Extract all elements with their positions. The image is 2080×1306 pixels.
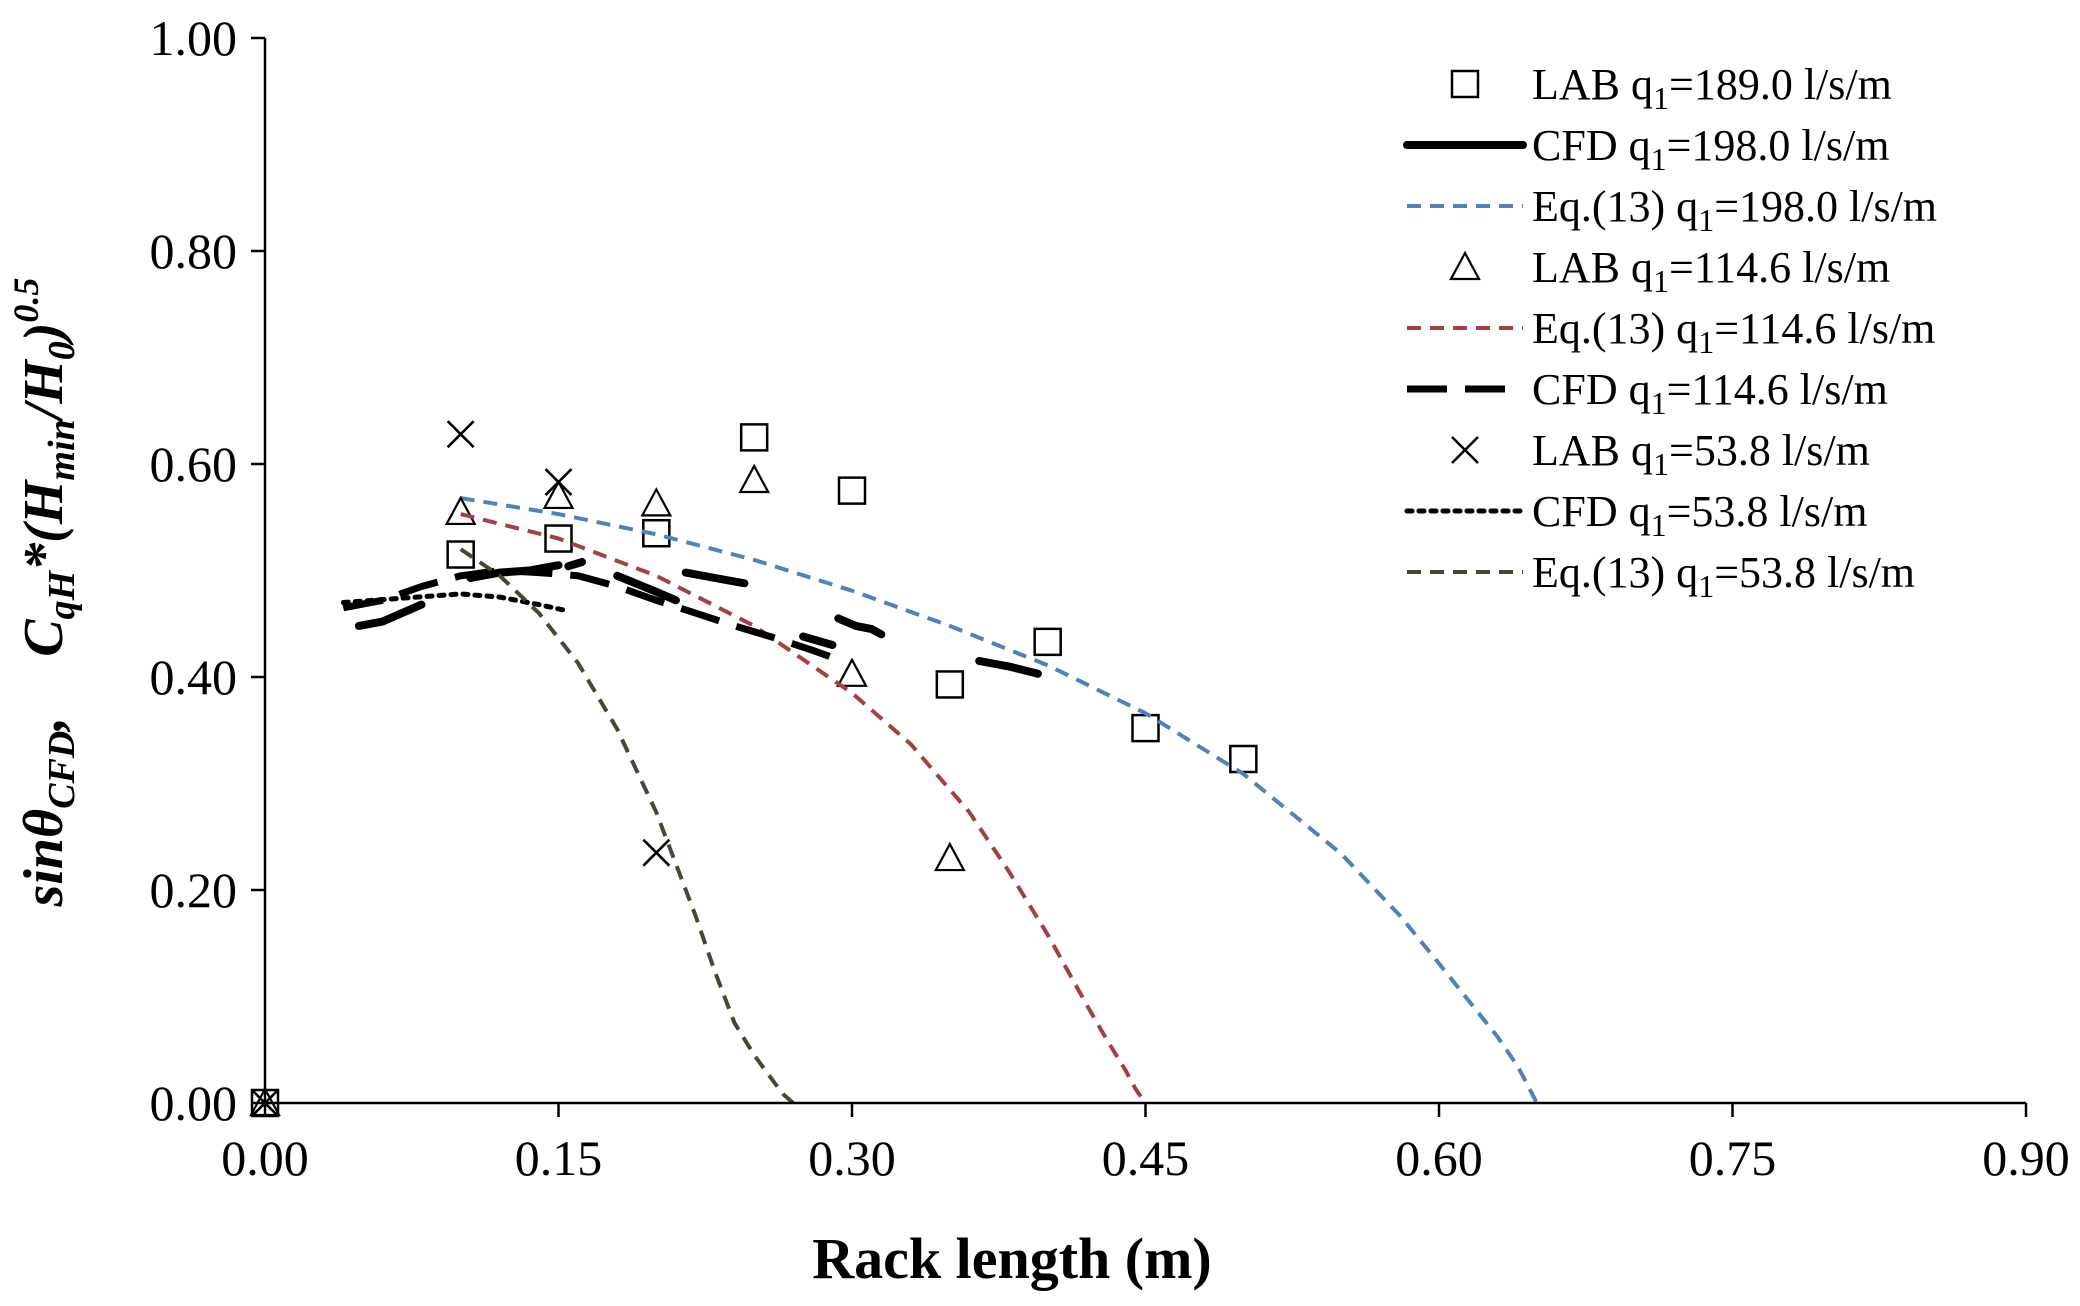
y-tick-label: 0.60 xyxy=(150,436,238,492)
triangle-data-point xyxy=(444,495,477,526)
x-axis-title: Rack length (m) xyxy=(812,1226,1212,1291)
triangle-data-point xyxy=(738,463,771,494)
y-axis-title: sinθCFD,CqH*(Hmin/H0)0.5 xyxy=(6,278,83,908)
x-tick-label: 0.45 xyxy=(1102,1130,1190,1186)
legend-label: LAB q1=114.6 l/s/m xyxy=(1532,243,1890,299)
legend-label: LAB q1=53.8 l/s/m xyxy=(1532,426,1870,482)
legend-triangle-marker xyxy=(1449,250,1481,281)
series-1 xyxy=(354,558,1042,678)
legend-label: LAB q1=189.0 l/s/m xyxy=(1532,60,1892,116)
x-tick-label: 0.90 xyxy=(1982,1130,2070,1186)
x-tick-label: 0.15 xyxy=(515,1130,603,1186)
series-line-segment xyxy=(975,657,1042,678)
legend-entry: CFD q1=198.0 l/s/m xyxy=(1403,121,1889,177)
y-tick-label: 1.00 xyxy=(150,10,238,66)
equation-curve xyxy=(460,512,1148,1105)
legend-label: Eq.(13) q1=114.6 l/s/m xyxy=(1532,304,1935,360)
series-line-segment xyxy=(799,632,837,649)
legend-label: CFD q1=198.0 l/s/m xyxy=(1532,121,1889,177)
square-data-point xyxy=(935,670,965,699)
square-data-point xyxy=(446,540,475,569)
square-data-point xyxy=(1033,627,1062,657)
series-line-segment xyxy=(354,600,426,630)
plot-area xyxy=(249,420,1539,1118)
legend-label: CFD q1=114.6 l/s/m xyxy=(1532,365,1888,421)
legend-entry: Eq.(13) q1=53.8 l/s/m xyxy=(1407,548,1915,604)
triangle-data-point xyxy=(836,657,868,687)
series-line xyxy=(340,591,571,614)
legend-entry: LAB q1=189.0 l/s/m xyxy=(1450,60,1892,116)
legend-entry: LAB q1=114.6 l/s/m xyxy=(1449,243,1890,299)
square-data-point xyxy=(837,476,867,505)
y-tick-label: 0.20 xyxy=(150,862,238,918)
square-data-point xyxy=(1131,713,1160,743)
legend-entry: Eq.(13) q1=198.0 l/s/m xyxy=(1407,182,1937,238)
x-tick-label: 0.30 xyxy=(808,1130,896,1186)
square-data-point xyxy=(739,423,769,452)
y-tick-label: 0.00 xyxy=(150,1075,238,1131)
triangle-data-point xyxy=(640,487,673,517)
series-line-segment xyxy=(613,571,680,605)
equation-curve xyxy=(460,496,1539,1104)
x-data-point xyxy=(642,838,671,867)
legend-label: Eq.(13) q1=53.8 l/s/m xyxy=(1532,548,1915,604)
square-data-point xyxy=(544,524,573,553)
triangle-data-point xyxy=(933,841,966,872)
square-data-point xyxy=(1229,744,1258,774)
series-0 xyxy=(250,423,1258,1118)
x-tick-label: 0.00 xyxy=(221,1130,309,1186)
x-tick-label: 0.60 xyxy=(1395,1130,1483,1186)
legend-entry: CFD q1=53.8 l/s/m xyxy=(1404,487,1867,543)
series-7 xyxy=(340,591,571,614)
legend-entry: CFD q1=114.6 l/s/m xyxy=(1407,365,1888,421)
series-2 xyxy=(460,496,1539,1104)
series-line-segment xyxy=(564,558,586,571)
series-line xyxy=(342,567,844,665)
series-line-segment xyxy=(834,614,886,639)
series-5 xyxy=(342,567,844,665)
triangle-data-point xyxy=(542,479,575,510)
y-tick-label: 0.80 xyxy=(150,223,238,279)
x-data-point xyxy=(544,468,573,497)
axes: 0.00 0.15 0.30 0.45 0.60 0.75 0.90 0.00 0.20 0.40… xyxy=(150,10,2070,1186)
legend-x-marker xyxy=(1451,436,1479,464)
series-3 xyxy=(249,463,966,1117)
legend-label: CFD q1=53.8 l/s/m xyxy=(1532,487,1867,543)
x-tick-label: 0.75 xyxy=(1689,1130,1777,1186)
x-data-point xyxy=(446,420,475,449)
series-line-segment xyxy=(681,568,749,588)
equation-curve xyxy=(459,547,795,1105)
legend-label: Eq.(13) q1=198.0 l/s/m xyxy=(1532,182,1937,238)
series-8 xyxy=(459,547,795,1105)
legend-entry: Eq.(13) q1=114.6 l/s/m xyxy=(1407,304,1935,360)
legend-square-marker xyxy=(1450,69,1480,99)
legend-entry: LAB q1=53.8 l/s/m xyxy=(1451,426,1870,482)
series-4 xyxy=(460,512,1148,1105)
y-tick-label: 0.40 xyxy=(150,649,238,705)
